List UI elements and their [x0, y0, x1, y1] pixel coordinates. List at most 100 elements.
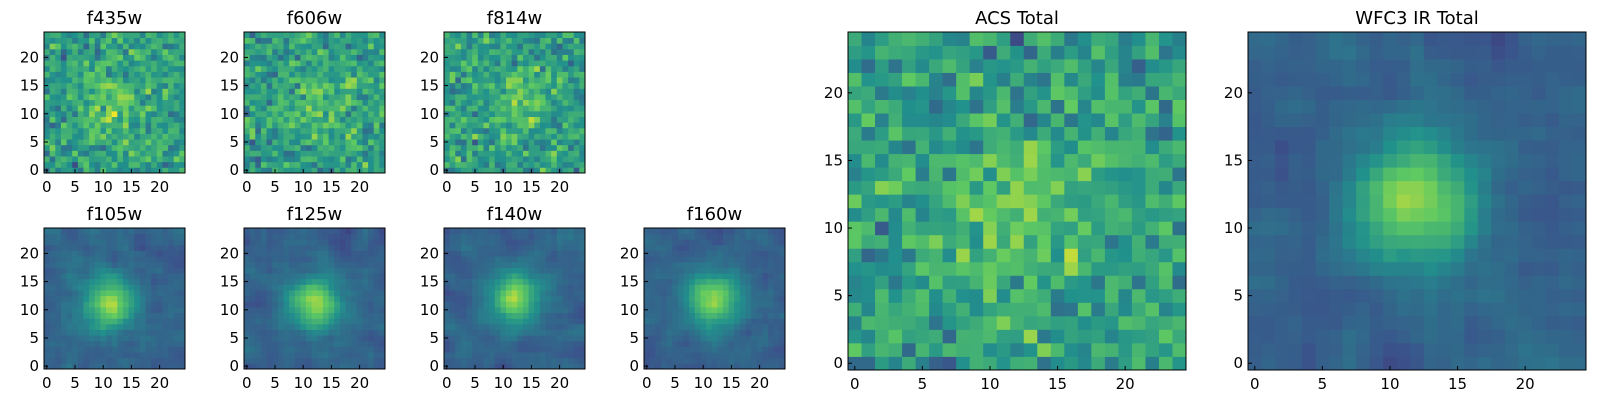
heatmap-cell [1077, 194, 1092, 209]
heatmap-cell [162, 133, 169, 140]
heatmap-cell [334, 267, 341, 274]
heatmap-cell [483, 335, 490, 342]
heatmap-cell [260, 318, 267, 325]
heatmap-cell [173, 150, 180, 157]
heatmap-cell [266, 60, 273, 67]
heatmap-cell [334, 71, 341, 78]
heatmap-cell [339, 228, 346, 235]
heatmap-cell [379, 110, 386, 117]
heatmap-cell [666, 278, 673, 285]
heatmap-cell [494, 261, 501, 268]
heatmap-cell [145, 156, 152, 163]
heatmap-cell [100, 233, 107, 240]
heatmap-cell [283, 77, 290, 84]
heatmap-cell [156, 335, 163, 342]
heatmap-cell [444, 323, 451, 330]
heatmap-cell [49, 156, 56, 163]
heatmap-cell [522, 82, 529, 89]
heatmap-cell [483, 306, 490, 313]
heatmap-cell [134, 71, 141, 78]
heatmap-cell [1172, 140, 1187, 155]
heatmap-cell [551, 71, 558, 78]
heatmap-cell [751, 357, 758, 364]
heatmap-cell [1172, 275, 1187, 290]
heatmap-cell [83, 228, 90, 235]
heatmap-cell [55, 122, 62, 129]
heatmap-cell [511, 335, 518, 342]
heatmap-cell [1077, 275, 1092, 290]
y-tick-label: 10 [220, 105, 239, 123]
heatmap-cell [317, 233, 324, 240]
heatmap-cell [460, 233, 467, 240]
heatmap-cell [373, 110, 380, 117]
heatmap-cell [356, 60, 363, 67]
heatmap-cell [173, 48, 180, 55]
heatmap-cell [111, 43, 118, 50]
heatmap-cell [255, 99, 262, 106]
heatmap-cell [139, 363, 146, 370]
heatmap-cell [739, 284, 746, 291]
heatmap-cell [66, 312, 73, 319]
heatmap-cell [300, 133, 307, 140]
heatmap-cell [311, 82, 318, 89]
heatmap-cell [351, 306, 358, 313]
heatmap-cell [89, 156, 96, 163]
heatmap-cell [322, 105, 329, 112]
heatmap-cell [460, 284, 467, 291]
heatmap-cell [1118, 180, 1133, 195]
heatmap-cell [562, 278, 569, 285]
heatmap-cell [728, 239, 735, 246]
heatmap-cell [294, 110, 301, 117]
heatmap-cell [545, 357, 552, 364]
heatmap-cell [562, 228, 569, 235]
heatmap-cell [455, 340, 462, 347]
heatmap-cell [49, 273, 56, 280]
heatmap-cell [244, 161, 251, 168]
heatmap-cell [311, 144, 318, 151]
heatmap-cell [444, 273, 451, 280]
heatmap-cell [89, 278, 96, 285]
heatmap-cell [996, 342, 1011, 357]
heatmap-cell [1091, 194, 1106, 209]
heatmap-cell [489, 77, 496, 84]
heatmap-cell [77, 37, 84, 44]
heatmap-cell [472, 318, 479, 325]
heatmap-cell [522, 352, 529, 359]
heatmap-cell [156, 139, 163, 146]
heatmap-cell [294, 306, 301, 313]
heatmap-cell [379, 318, 386, 325]
heatmap-cell [472, 357, 479, 364]
heatmap-cell [861, 275, 876, 290]
heatmap-cell [145, 48, 152, 55]
heatmap-cell [94, 318, 101, 325]
heatmap-cell [449, 122, 456, 129]
heatmap-cell [694, 278, 701, 285]
heatmap-cell [494, 357, 501, 364]
heatmap-cell [1158, 261, 1173, 276]
heatmap-cell [362, 65, 369, 72]
heatmap-cell [244, 233, 251, 240]
heatmap-cell [255, 352, 262, 359]
heatmap-cell [506, 77, 513, 84]
heatmap-cell [272, 88, 279, 95]
heatmap-cell [89, 312, 96, 319]
heatmap-cell [156, 273, 163, 280]
heatmap-cell [89, 284, 96, 291]
heatmap-cell [117, 295, 124, 302]
heatmap-cell [89, 306, 96, 313]
heatmap-cell [751, 278, 758, 285]
heatmap-cell [345, 295, 352, 302]
heatmap-cell [489, 139, 496, 146]
heatmap-cell [579, 116, 586, 123]
heatmap-cell [168, 105, 175, 112]
heatmap-cell [362, 37, 369, 44]
heatmap-cell [117, 161, 124, 168]
heatmap-cell [745, 329, 752, 336]
heatmap-cell [483, 60, 490, 67]
heatmap-cell [289, 244, 296, 251]
heatmap-cell [1037, 329, 1052, 344]
heatmap-cell [77, 295, 84, 302]
heatmap-cell [717, 352, 724, 359]
heatmap-cell [134, 105, 141, 112]
heatmap-cell [128, 239, 135, 246]
